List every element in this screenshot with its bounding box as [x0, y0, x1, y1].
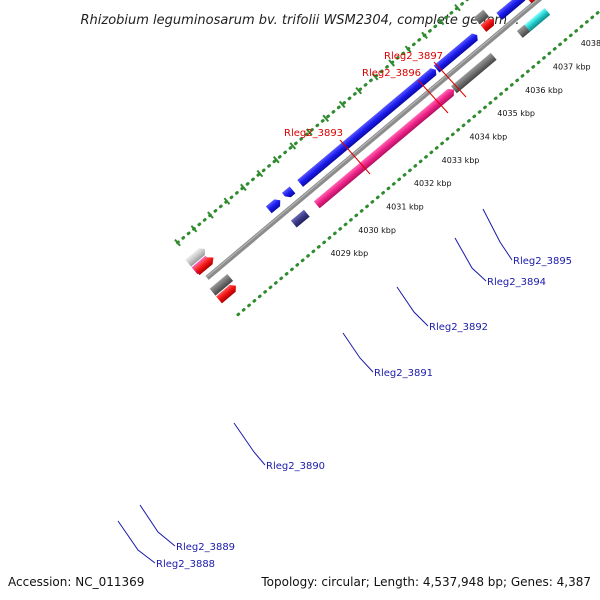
gene-label-top[interactable]: Rleg2_3896	[362, 68, 421, 79]
callout-line	[117, 520, 156, 564]
lower-strand-genes	[209, 7, 551, 304]
gene-red-left-lower[interactable]	[216, 282, 239, 304]
scale-tick	[305, 128, 313, 136]
scale-tick	[454, 4, 461, 12]
callout-line	[417, 79, 449, 114]
gene-blue-3893[interactable]	[498, 0, 529, 18]
gene-rleg2-3893-grey[interactable]	[474, 9, 490, 25]
scale-tick	[207, 211, 214, 219]
scale-tick	[174, 238, 181, 247]
summary-text: Topology: circular; Length: 4,537,948 bp…	[260, 575, 591, 589]
scale-ticks	[174, 4, 461, 247]
gene-rleg2-3892-grey[interactable]	[450, 52, 497, 94]
scale-tick	[272, 156, 280, 164]
gene-label-bottom[interactable]: Rleg2_3888	[156, 559, 215, 570]
map-title: Rhizobium leguminosarum bv. trifolii WSM…	[81, 13, 520, 28]
gene-lightgrey-left[interactable]	[185, 246, 208, 267]
gene-rleg2-3888[interactable]	[281, 186, 296, 199]
scale-tick	[223, 197, 231, 205]
kbp-label: 4036 kbp	[525, 86, 563, 95]
genome-backbone-highlight	[206, 0, 600, 278]
gene-label-bottom[interactable]: Rleg2_3892	[429, 322, 488, 333]
scale-tick	[289, 142, 297, 150]
gene-rleg2-3891-pink[interactable]	[420, 86, 456, 119]
scale-tick	[421, 31, 428, 40]
kbp-label: 4030 kbp	[358, 226, 396, 235]
scale-tick	[371, 73, 379, 81]
gene-rleg2-3890-pink[interactable]	[313, 86, 457, 209]
callout-line	[139, 504, 176, 547]
gene-rleg2-3890-upper[interactable]	[297, 66, 438, 187]
gene-rleg2-3889[interactable]	[265, 197, 283, 214]
scale-tick	[355, 86, 363, 95]
inner-dotted-line	[236, 0, 600, 317]
kbp-label: 4038 kbp	[581, 39, 600, 48]
gene-label-bottom[interactable]: Rleg2_3894	[487, 277, 546, 288]
scale-tick	[190, 225, 198, 233]
kbp-label: 4029 kbp	[330, 249, 368, 258]
kbp-label: 4032 kbp	[414, 179, 452, 188]
callout-line	[433, 61, 467, 98]
outer-dotted-line	[176, 0, 600, 245]
gene-callouts: Rleg2_3897 Rleg2_3896 Rleg2_3893 Rleg2_3895…	[117, 51, 572, 570]
gene-label-top[interactable]: Rleg2_3893	[284, 128, 343, 139]
callout-line	[342, 332, 374, 373]
gene-blue-3895[interactable]	[496, 9, 507, 20]
gene-rleg2-3894-grey[interactable]	[516, 24, 531, 38]
scale-tick	[322, 114, 330, 122]
scale-tick	[338, 100, 346, 109]
kbp-label: 4034 kbp	[469, 132, 507, 141]
accession-text: Accession: NC_011369	[8, 575, 144, 589]
scale-tick	[256, 169, 264, 178]
gene-rleg2-3893-red[interactable]	[480, 16, 497, 32]
gene-label-bottom[interactable]: Rleg2_3890	[266, 461, 325, 472]
upper-strand-genes	[185, 0, 537, 276]
gene-rleg2-3892-upper[interactable]	[433, 32, 480, 73]
map-body: 4029 kbp 4030 kbp 4031 kbp 4032 kbp 4033 kbp…	[174, 0, 600, 317]
scale-tick	[404, 45, 412, 53]
kbp-label: 4031 kbp	[386, 202, 424, 211]
scale-tick	[388, 59, 395, 67]
scale-tick	[240, 183, 247, 192]
gene-label-bottom[interactable]: Rleg2_3889	[176, 542, 235, 553]
gene-red-left[interactable]	[193, 254, 217, 276]
callout-line	[396, 286, 429, 327]
gene-label-bottom[interactable]: Rleg2_3891	[374, 368, 433, 379]
callout-line	[482, 208, 513, 261]
gene-rleg2-3895-cyan[interactable]	[524, 7, 551, 32]
callout-line	[233, 422, 266, 466]
kbp-scale-labels: 4029 kbp 4030 kbp 4031 kbp 4032 kbp 4033 kbp…	[330, 39, 600, 258]
kbp-label: 4037 kbp	[553, 62, 591, 71]
gene-rleg2-3888-navy[interactable]	[290, 209, 310, 228]
gene-label-bottom[interactable]: Rleg2_3895	[513, 256, 572, 267]
kbp-label: 4035 kbp	[497, 109, 535, 118]
gene-label-top[interactable]: Rleg2_3897	[384, 51, 443, 62]
kbp-label: 4033 kbp	[442, 156, 480, 165]
gene-grey-left[interactable]	[209, 273, 234, 296]
gene-small-red[interactable]	[526, 0, 537, 4]
callout-line	[339, 139, 371, 175]
genome-backbone	[205, 0, 600, 280]
scale-tick	[437, 17, 445, 26]
callout-line	[454, 237, 487, 282]
